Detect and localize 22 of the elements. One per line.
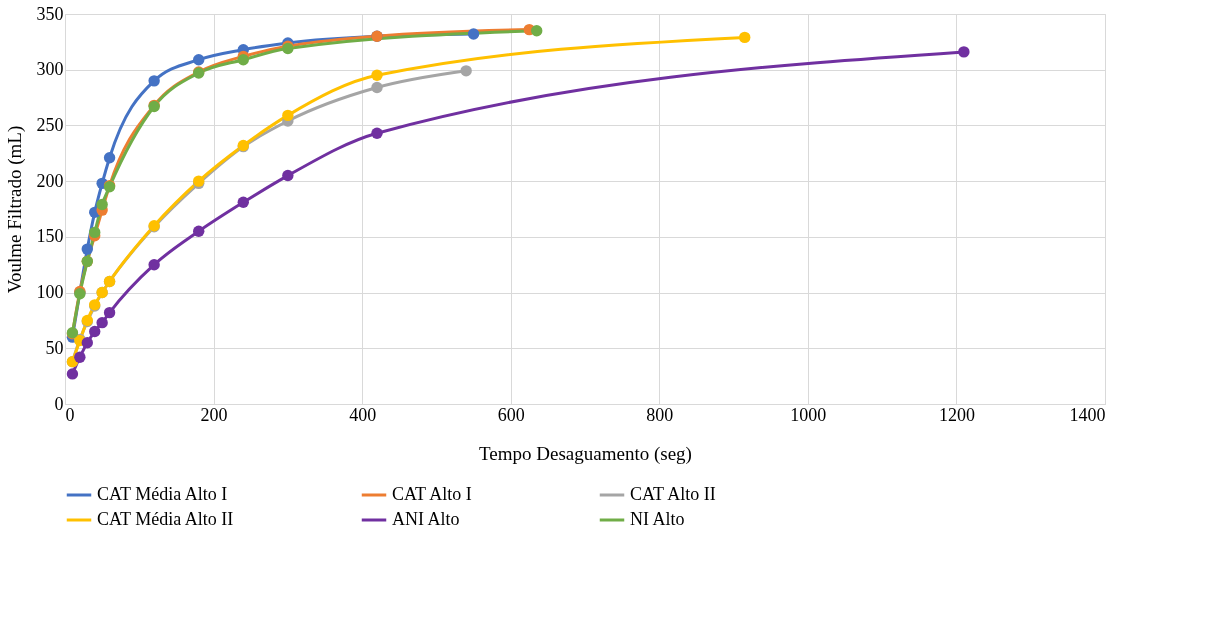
y-tick-label: 100 <box>36 282 64 303</box>
x-tick-label: 1400 <box>1069 404 1106 425</box>
legend-label: NI Alto <box>630 509 685 529</box>
y-tick-label: 350 <box>36 3 64 24</box>
x-tick-label: 1000 <box>790 404 827 425</box>
legend-label: CAT Média Alto I <box>97 484 228 504</box>
x-tick-label: 800 <box>646 404 674 425</box>
y-axis-title: Voulme Filtrado (mL) <box>3 125 26 294</box>
y-tick-label: 250 <box>36 114 64 135</box>
y-tick-label: 150 <box>36 226 64 247</box>
x-axis-title: Tempo Desaguamento (seg) <box>479 442 692 465</box>
y-tick-label: 300 <box>36 59 64 80</box>
x-tick-label: 400 <box>349 404 377 425</box>
y-tick-label: 50 <box>45 337 64 358</box>
x-tick-label: 200 <box>200 404 228 425</box>
x-tick-label: 1200 <box>938 404 975 425</box>
legend-label: CAT Alto I <box>392 484 472 504</box>
x-tick-label: 600 <box>497 404 525 425</box>
legend-label: CAT Alto II <box>630 484 716 504</box>
legend-label: ANI Alto <box>392 509 460 529</box>
legend-label: CAT Média Alto II <box>97 509 234 529</box>
y-tick-label: 200 <box>36 170 64 191</box>
